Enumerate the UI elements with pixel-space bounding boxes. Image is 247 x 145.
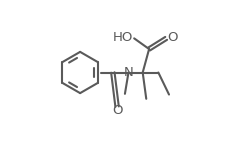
Text: N: N xyxy=(124,66,133,79)
Text: O: O xyxy=(113,104,123,117)
Text: O: O xyxy=(167,31,178,44)
Text: HO: HO xyxy=(113,31,133,44)
